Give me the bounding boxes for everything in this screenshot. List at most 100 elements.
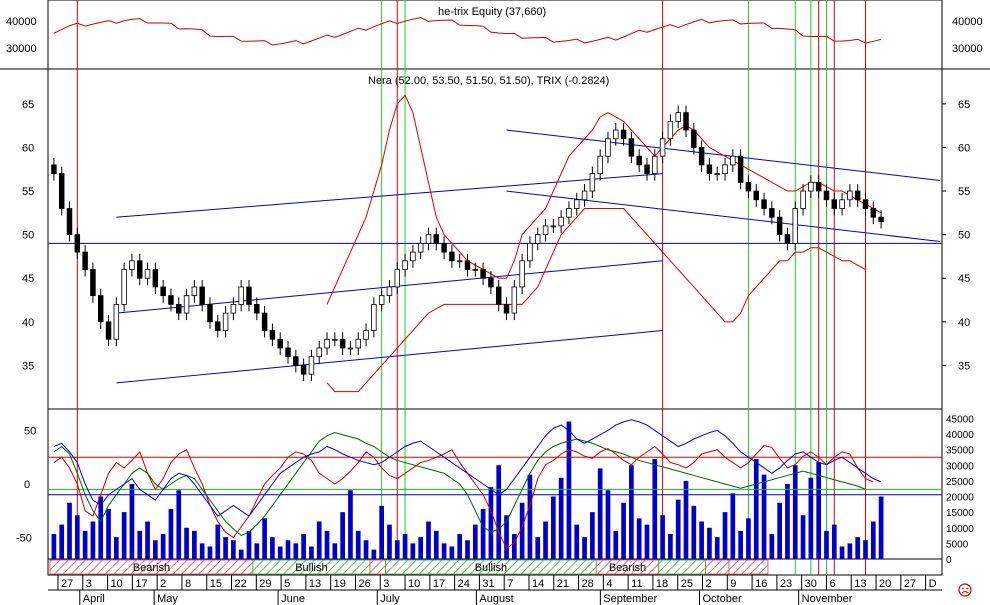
volume-bar-17 [184, 527, 189, 559]
candle-32 [300, 358, 307, 382]
price-tick-right: 55 [958, 186, 970, 198]
candle-15 [168, 288, 174, 312]
volume-bars [51, 421, 884, 559]
candle-14 [160, 279, 166, 303]
volume-bar-66 [566, 421, 572, 559]
frown-face-icon[interactable] [958, 583, 972, 597]
candle-105 [870, 201, 877, 225]
candle-body [581, 190, 588, 201]
candle-body [706, 164, 713, 175]
price-candles [51, 105, 884, 382]
volume-bar-9 [121, 512, 127, 559]
signal-label: Bearish [609, 562, 646, 574]
volume-bar-11 [137, 530, 143, 559]
signal-band-6 [705, 559, 730, 575]
candle-44 [394, 262, 401, 294]
volume-bar-62 [535, 537, 541, 559]
candle-body [527, 242, 533, 262]
volume-bar-57 [496, 465, 502, 559]
candle-body [503, 303, 510, 314]
candle-body [776, 216, 783, 236]
x-day-label: 9 [730, 578, 736, 590]
candle-body [613, 129, 619, 140]
volume-bar-78 [660, 515, 665, 559]
candle-13 [152, 262, 159, 294]
volume-bar-28 [270, 537, 275, 559]
candle-85 [714, 166, 720, 181]
candle-body [160, 286, 166, 297]
equity-tick-right: 40000 [952, 16, 983, 28]
equity-panel [53, 16, 882, 46]
candle-body [285, 347, 291, 358]
price-tick-right: 50 [958, 230, 970, 242]
volume-tick: 15000 [946, 508, 974, 519]
volume-bar-36 [332, 543, 338, 559]
candle-body [815, 181, 822, 192]
volume-bar-106 [878, 496, 884, 559]
volume-bar-73 [621, 502, 626, 559]
volume-bar-52 [457, 534, 463, 559]
candle-body [316, 347, 322, 358]
candle-53 [464, 253, 471, 277]
x-month-label: May [157, 593, 178, 605]
candle-body [847, 190, 853, 201]
candle-35 [324, 332, 330, 355]
volume-bar-30 [285, 540, 291, 559]
candle-28 [269, 323, 276, 347]
channel-upper-line [116, 173, 663, 218]
volume-bar-27 [262, 518, 267, 559]
volume-bar-39 [355, 530, 361, 559]
candle-42 [378, 288, 385, 312]
candle-body [347, 347, 354, 350]
candle-body [410, 251, 416, 262]
volume-bar-82 [691, 505, 697, 559]
candle-88 [737, 149, 744, 190]
bollinger-lower [326, 207, 866, 393]
candle-31 [293, 349, 299, 373]
candle-body [839, 199, 845, 209]
volume-bar-96 [800, 515, 806, 559]
candle-body [425, 234, 432, 244]
candle-50 [441, 236, 447, 260]
candle-body [300, 365, 307, 375]
candle-body [339, 338, 346, 349]
candle-36 [332, 332, 338, 347]
candle-54 [472, 262, 479, 277]
candle-body [261, 312, 268, 331]
candle-41 [371, 297, 377, 338]
candle-61 [527, 236, 533, 268]
candle-body [152, 269, 159, 288]
signal-band-2 [369, 559, 386, 575]
volume-axis: 45000 40000 35000 30000 25000 20000 15000 10000… [946, 414, 974, 566]
candle-body [230, 303, 237, 314]
volume-bar-33 [309, 546, 314, 559]
candle-body [105, 321, 112, 340]
candle-27 [261, 306, 268, 338]
candle-38 [347, 341, 354, 355]
candle-70 [597, 149, 603, 181]
volume-bar-23 [231, 540, 236, 559]
candle-body [597, 155, 603, 175]
candle-body [386, 286, 393, 297]
candle-25 [246, 279, 252, 312]
x-day-label: 16 [755, 578, 767, 590]
candle-45 [402, 253, 408, 277]
price-tick-left: 45 [22, 273, 34, 285]
signal-label: Bullish [295, 562, 327, 574]
candle-body [854, 190, 861, 201]
candle-97 [808, 175, 814, 199]
x-day-label: 26 [358, 578, 370, 590]
candle-40 [363, 323, 369, 347]
volume-bar-45 [402, 534, 408, 559]
x-day-label: 3 [86, 578, 92, 590]
volume-bar-87 [730, 493, 736, 559]
candle-26 [254, 297, 260, 321]
candle-body [714, 173, 720, 176]
x-day-label: 23 [780, 578, 792, 590]
bollinger-bands [326, 94, 882, 393]
volume-bar-24 [238, 549, 244, 559]
volume-tick: 40000 [946, 430, 974, 441]
x-day-label: D [929, 578, 937, 590]
candle-body [659, 138, 666, 157]
candle-body [519, 260, 525, 288]
